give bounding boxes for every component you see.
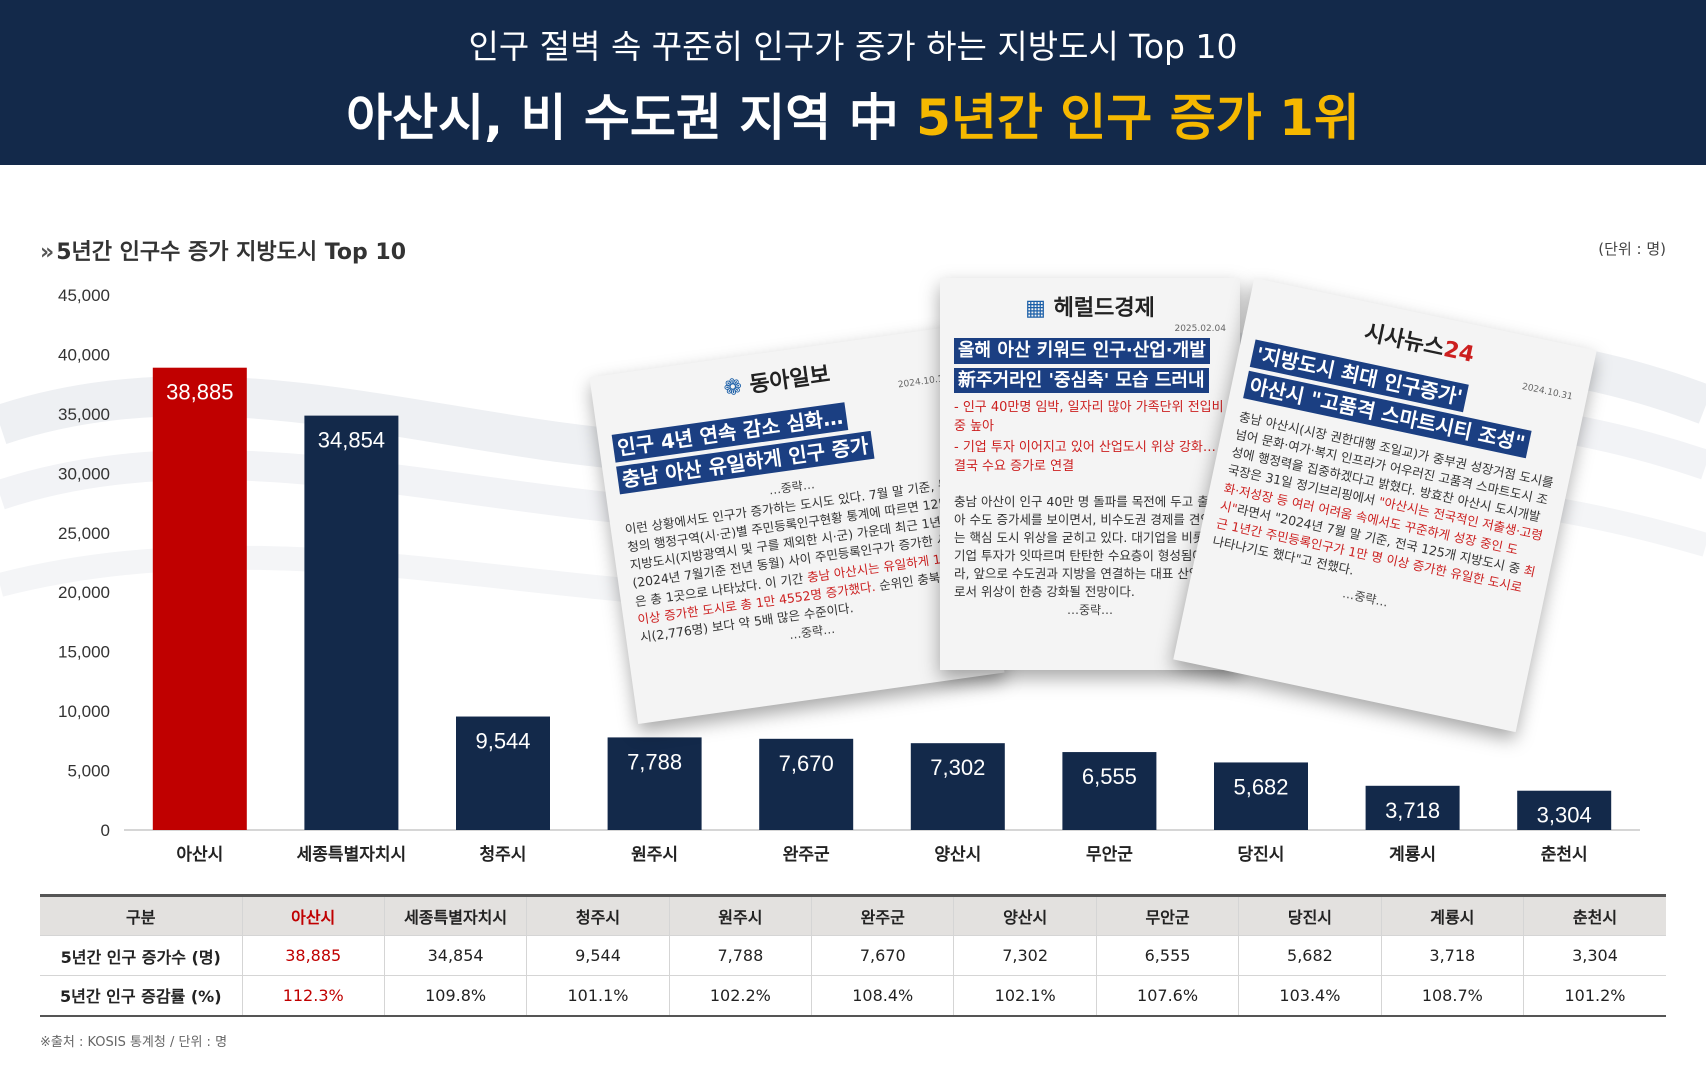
table-cell: 3,304 (1523, 935, 1666, 976)
y-tick-label: 30,000 (58, 464, 110, 483)
table-header-cell: 아산시 (241, 895, 385, 936)
x-category-label: 세종특별자치시 (297, 845, 406, 865)
x-category-label: 아산시 (176, 845, 223, 865)
bar-chart: 0 5,000 10,000 15,000 20,000 25,000 30,000 35,0… (58, 286, 1640, 865)
table-cell: 103.4% (1238, 975, 1382, 1016)
table-cell: 34,854 (383, 935, 527, 976)
y-tick-label: 35,000 (58, 405, 110, 424)
bar-value-label: 7,670 (779, 751, 834, 776)
table-header-cell: 원주시 (668, 895, 812, 936)
table-row: 5년간 인구 증가수 (명) 38,885 34,854 9,544 7,788… (40, 935, 1666, 976)
table-cell: 7,788 (668, 935, 812, 976)
table-header-cell: 당진시 (1238, 895, 1382, 936)
x-category-label: 청주시 (480, 844, 527, 865)
y-tick-label: 40,000 (58, 345, 110, 364)
table-cell: 7,670 (811, 935, 954, 976)
bar (1214, 762, 1308, 830)
chart-title: » 5년간 인구수 증가 지방도시 Top 10 (40, 234, 406, 266)
y-tick-label: 25,000 (58, 524, 110, 543)
y-tick-label: 15,000 (58, 643, 110, 662)
table-cell: 102.2% (668, 975, 812, 1016)
bar-value-label: 34,854 (318, 428, 385, 453)
bar-value-label: 38,885 (166, 380, 233, 405)
table-cell: 107.6% (1095, 975, 1239, 1016)
table-cell: 6,555 (1095, 935, 1239, 976)
bar (910, 743, 1005, 830)
table-cell: 109.8% (383, 975, 527, 1016)
bar (456, 716, 550, 830)
table-cell: 101.1% (526, 975, 670, 1016)
header-subtitle: 인구 절벽 속 꾸준히 인구가 증가 하는 지방도시 Top 10 (468, 27, 1238, 66)
bar-value-label: 6,555 (1082, 764, 1137, 789)
table-header-row: 구분 아산시 세종특별자치시 청주시 원주시 완주군 양산시 무안군 당진시 계… (40, 895, 1666, 936)
news-date: 2025.02.04 (1174, 324, 1226, 334)
herald-logo-icon: ▦ (1025, 296, 1054, 321)
table-cell: 3,718 (1380, 935, 1524, 976)
table-cell: 9,544 (526, 935, 670, 976)
y-tick-label: 5,000 (67, 762, 110, 781)
table-row-label: 5년간 인구 증감률 (%) (59, 987, 222, 1007)
table-row: 5년간 인구 증감률 (%) 112.3% 109.8% 101.1% 102.… (40, 975, 1666, 1016)
table-header-cell: 계룡시 (1380, 895, 1524, 936)
bar-value-label: 5,682 (1233, 774, 1288, 799)
x-category-label: 완주군 (783, 845, 830, 865)
data-table: 구분 아산시 세종특별자치시 청주시 원주시 완주군 양산시 무안군 당진시 계… (40, 894, 1666, 1017)
bar (1517, 790, 1612, 830)
bar (1365, 785, 1460, 830)
news-bullet: - 기업 투자 이어지고 있어 산업도시 위상 강화… 결국 수요 증가로 연결 (954, 439, 1216, 474)
table-header-cell: 무안군 (1095, 895, 1239, 936)
donga-logo-icon: ❁ (722, 373, 752, 402)
double-chevron-icon: » (40, 240, 54, 265)
x-category-label: 양산시 (934, 845, 981, 865)
table-row-label: 5년간 인구 증가수 (명) (60, 947, 221, 967)
news-clipping-herald: ▦ 헤럴드경제 2025.02.04 올해 아산 키워드 인구·산업·개발 新주… (940, 278, 1240, 670)
header-banner: 인구 절벽 속 꾸준히 인구가 증가 하는 지방도시 Top 10 아산시, 비… (0, 0, 1706, 165)
table-header-cell: 청주시 (526, 895, 670, 936)
source-note: ※출처 : KOSIS 통계청 / 단위 : 명 (40, 1035, 228, 1050)
bar (304, 415, 399, 830)
bar-value-label: 7,788 (627, 749, 682, 774)
x-category-label: 원주시 (631, 845, 678, 865)
chart-unit: (단위 : 명) (1598, 240, 1666, 258)
news-headline: 新주거라인 '중심축' 모습 드러내 (954, 367, 1209, 394)
y-tick-label: 0 (101, 821, 110, 840)
table-header-cell: 세종특별자치시 (383, 895, 527, 936)
header-title: 아산시, 비 수도권 지역 中 5년간 인구 증가 1위 (0, 78, 1706, 150)
news-headline: 올해 아산 키워드 인구·산업·개발 (954, 338, 1210, 364)
news-bullet: - 인구 40만명 임박, 일자리 많아 가족단위 전입비중 높아 (954, 400, 1224, 435)
y-tick-label: 10,000 (58, 702, 110, 721)
header-title-main: 아산시, 비 수도권 지역 中 (346, 89, 917, 147)
y-tick-label: 20,000 (58, 583, 110, 602)
bar-value-label: 9,544 (475, 729, 530, 754)
x-category-label: 춘천시 (1541, 845, 1588, 865)
x-category-label: 당진시 (1238, 845, 1285, 865)
bar (152, 367, 247, 830)
table-header-cell: 춘천시 (1523, 895, 1666, 936)
bar-value-label: 7,302 (930, 755, 985, 780)
table-cell: 108.7% (1380, 975, 1524, 1016)
chart-title-text: 5년간 인구수 증가 지방도시 Top 10 (56, 240, 407, 265)
bar-value-label: 3,718 (1385, 798, 1440, 823)
news-logo: ▦ 헤럴드경제 (1025, 296, 1155, 321)
bar (759, 738, 854, 830)
table-cell: 7,302 (953, 935, 1097, 976)
news-ellipsis: …중략… (1066, 603, 1114, 618)
bar (1062, 752, 1157, 830)
x-category-label: 계룡시 (1389, 845, 1436, 865)
news-body: 충남 아산이 인구 40만 명 돌파를 목전에 두고 출생아 수도 증가세를 보… (954, 493, 1224, 600)
table-header-cell: 구분 (126, 908, 156, 927)
y-tick-label: 45,000 (58, 286, 110, 305)
table-cell: 102.1% (953, 975, 1097, 1016)
table-cell: 38,885 (241, 935, 385, 976)
table-cell: 112.3% (241, 975, 385, 1016)
x-category-label: 무안군 (1086, 845, 1133, 865)
header-title-highlight: 5년간 인구 증가 1위 (916, 89, 1360, 147)
table-cell: 101.2% (1523, 975, 1666, 1016)
table-cell: 108.4% (811, 975, 954, 1016)
table-cell: 5,682 (1238, 935, 1382, 976)
bar-value-label: 3,304 (1537, 803, 1592, 828)
table-header-cell: 완주군 (811, 895, 954, 936)
table-header-cell: 양산시 (953, 895, 1097, 936)
bar (607, 737, 702, 830)
